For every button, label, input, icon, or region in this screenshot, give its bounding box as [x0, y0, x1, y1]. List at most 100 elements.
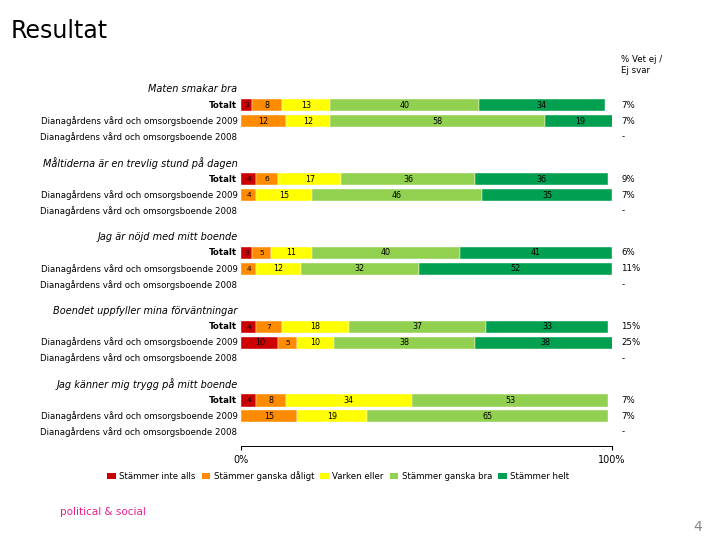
- Bar: [334, 336, 474, 349]
- Bar: [297, 336, 334, 349]
- Text: 7%: 7%: [621, 396, 635, 405]
- Text: 8: 8: [269, 396, 274, 405]
- Text: -: -: [621, 428, 624, 437]
- Text: 19: 19: [327, 412, 337, 421]
- Text: Totalt: Totalt: [210, 101, 238, 110]
- Text: Dianagårdens vård och omsorgsboende 2008: Dianagårdens vård och omsorgsboende 2008: [40, 280, 238, 289]
- Bar: [460, 247, 612, 259]
- Text: 37: 37: [413, 322, 423, 331]
- Bar: [256, 189, 312, 201]
- Text: 34: 34: [343, 396, 354, 405]
- Text: -: -: [621, 132, 624, 141]
- Text: 38: 38: [540, 338, 550, 347]
- Bar: [279, 336, 297, 349]
- Text: Dianagårdens vård och omsorgsboende 2008: Dianagårdens vård och omsorgsboende 2008: [40, 427, 238, 437]
- Text: Dianagårdens vård och omsorgsboende 2008: Dianagårdens vård och omsorgsboende 2008: [40, 206, 238, 216]
- Text: 10: 10: [310, 338, 320, 347]
- Bar: [482, 189, 612, 201]
- Bar: [348, 321, 486, 333]
- Text: 5: 5: [285, 340, 290, 346]
- Text: 4: 4: [246, 266, 251, 272]
- Bar: [286, 394, 412, 407]
- Text: 7%: 7%: [621, 412, 635, 421]
- Text: 53: 53: [505, 396, 515, 405]
- Text: 12: 12: [258, 117, 269, 126]
- Bar: [286, 115, 330, 127]
- Text: 15: 15: [279, 191, 289, 199]
- Text: Resultat: Resultat: [11, 19, 108, 43]
- Text: 7%: 7%: [621, 101, 635, 110]
- Text: 4: 4: [246, 324, 251, 330]
- Text: Dianagårdens vård och omsorgsboende 2009: Dianagårdens vård och omsorgsboende 2009: [40, 264, 238, 274]
- Text: 3: 3: [245, 103, 249, 109]
- Bar: [241, 247, 252, 259]
- Text: 6%: 6%: [621, 248, 635, 258]
- Bar: [252, 247, 271, 259]
- Text: 7%: 7%: [621, 191, 635, 199]
- Text: 4: 4: [246, 176, 251, 182]
- Text: 58: 58: [433, 117, 443, 126]
- Bar: [486, 321, 608, 333]
- Text: 17: 17: [305, 175, 315, 184]
- Text: Maten smakar bra: Maten smakar bra: [148, 84, 238, 94]
- Text: 46: 46: [392, 191, 402, 199]
- Text: Totalt: Totalt: [210, 396, 238, 405]
- Bar: [330, 115, 545, 127]
- Text: political & social: political & social: [60, 507, 146, 517]
- Text: Dianagårdens vård och omsorgsboende 2009: Dianagårdens vård och omsorgsboende 2009: [40, 338, 238, 347]
- Text: 12: 12: [303, 117, 313, 126]
- Bar: [479, 99, 605, 111]
- Bar: [271, 247, 312, 259]
- Text: 18: 18: [310, 322, 320, 331]
- Bar: [341, 173, 474, 185]
- Bar: [282, 99, 330, 111]
- Text: 15: 15: [264, 412, 274, 421]
- Text: 41: 41: [531, 248, 541, 258]
- Bar: [282, 321, 348, 333]
- Text: Dianagårdens vård och omsorgsboende 2009: Dianagårdens vård och omsorgsboende 2009: [40, 411, 238, 421]
- Text: 5: 5: [259, 250, 264, 256]
- Text: Boendet uppfyller mina förväntningar: Boendet uppfyller mina förväntningar: [53, 306, 238, 315]
- Text: Jag känner mig trygg på mitt boende: Jag känner mig trygg på mitt boende: [56, 379, 238, 390]
- Bar: [241, 115, 286, 127]
- Text: 10: 10: [255, 338, 265, 347]
- Bar: [412, 394, 608, 407]
- Text: 32: 32: [355, 264, 365, 273]
- Text: % Vet ej /
Ej svar: % Vet ej / Ej svar: [621, 55, 662, 75]
- Text: Totalt: Totalt: [210, 248, 238, 258]
- Text: 13: 13: [301, 101, 311, 110]
- Bar: [419, 263, 612, 275]
- Text: Dianagårdens vård och omsorgsboende 2008: Dianagårdens vård och omsorgsboende 2008: [40, 132, 238, 142]
- Text: Måltiderna är en trevlig stund på dagen: Måltiderna är en trevlig stund på dagen: [42, 157, 238, 169]
- Text: 11%: 11%: [621, 264, 641, 273]
- Bar: [312, 247, 460, 259]
- Bar: [330, 99, 479, 111]
- Text: 15%: 15%: [621, 322, 641, 331]
- Text: -: -: [621, 280, 624, 289]
- Bar: [241, 263, 256, 275]
- Text: 4: 4: [693, 519, 702, 534]
- Text: 52: 52: [510, 264, 521, 273]
- Bar: [241, 394, 256, 407]
- Text: 8: 8: [265, 101, 270, 110]
- Text: 40: 40: [400, 101, 410, 110]
- Text: Dianagårdens vård och omsorgsboende 2009: Dianagårdens vård och omsorgsboende 2009: [40, 116, 238, 126]
- Text: 4: 4: [246, 192, 251, 198]
- Bar: [300, 263, 419, 275]
- Bar: [297, 410, 367, 422]
- Text: 19: 19: [575, 117, 585, 126]
- Bar: [252, 99, 282, 111]
- Text: 35: 35: [542, 191, 552, 199]
- Text: 3: 3: [245, 250, 249, 256]
- Text: 6: 6: [265, 176, 269, 182]
- Bar: [241, 99, 252, 111]
- Text: 11: 11: [287, 248, 296, 258]
- Text: Dianagårdens vård och omsorgsboende 2008: Dianagårdens vård och omsorgsboende 2008: [40, 353, 238, 363]
- Bar: [474, 173, 608, 185]
- Bar: [241, 189, 256, 201]
- Text: 40: 40: [381, 248, 391, 258]
- Text: 38: 38: [400, 338, 410, 347]
- Text: 7: 7: [266, 324, 271, 330]
- Bar: [241, 410, 297, 422]
- Bar: [312, 189, 482, 201]
